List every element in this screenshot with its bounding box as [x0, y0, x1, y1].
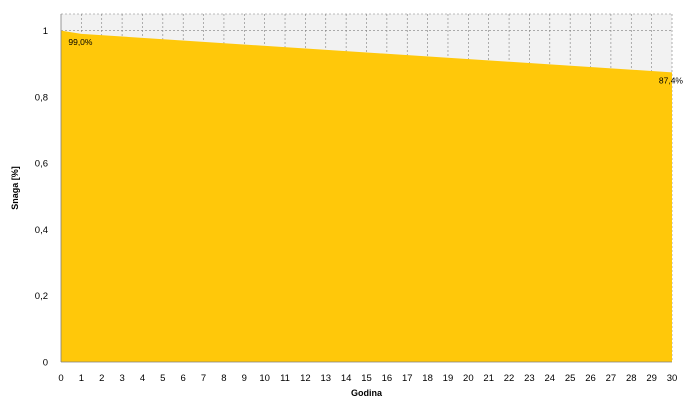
y-axis-ticks: 0 0,2 0,4 0,6 0,8 1	[35, 26, 48, 368]
x-tick-label: 12	[300, 373, 311, 384]
x-tick-label: 30	[667, 373, 678, 384]
x-tick-label: 2	[99, 373, 104, 384]
data-label: 87,4%	[659, 75, 684, 85]
x-tick-label: 8	[221, 373, 226, 384]
y-axis-title: Snaga [%]	[10, 166, 20, 210]
data-label: 99,0%	[68, 37, 93, 47]
x-tick-label: 15	[361, 373, 372, 384]
area-fill	[61, 30, 672, 362]
x-tick-label: 16	[382, 373, 393, 384]
x-tick-label: 24	[545, 373, 556, 384]
x-tick-label: 28	[626, 373, 637, 384]
x-tick-label: 11	[280, 373, 290, 384]
area-series	[60, 14, 672, 363]
y-tick-label: 1	[43, 26, 48, 37]
y-tick-label: 0,4	[35, 225, 48, 236]
x-tick-label: 6	[181, 373, 186, 384]
x-tick-label: 18	[422, 373, 433, 384]
x-tick-label: 17	[402, 373, 413, 384]
x-tick-label: 3	[119, 373, 124, 384]
x-tick-label: 4	[140, 373, 145, 384]
y-tick-label: 0,6	[35, 159, 48, 170]
x-tick-label: 9	[242, 373, 247, 384]
x-tick-label: 0	[58, 373, 63, 384]
y-tick-label: 0,2	[35, 291, 48, 302]
x-tick-label: 1	[79, 373, 84, 384]
x-tick-label: 5	[160, 373, 165, 384]
x-tick-label: 23	[524, 373, 535, 384]
x-tick-label: 26	[585, 373, 596, 384]
x-tick-label: 19	[443, 373, 454, 384]
x-tick-label: 13	[320, 373, 331, 384]
x-axis-title: Godina	[351, 388, 383, 398]
x-tick-label: 10	[259, 373, 270, 384]
x-tick-label: 7	[201, 373, 206, 384]
y-tick-label: 0	[43, 358, 48, 369]
x-tick-label: 20	[463, 373, 474, 384]
x-tick-label: 25	[565, 373, 576, 384]
x-tick-label: 21	[483, 373, 494, 384]
x-tick-label: 14	[341, 373, 352, 384]
x-tick-label: 22	[504, 373, 515, 384]
x-tick-label: 27	[606, 373, 617, 384]
data-labels: 99,0% 87,4%	[68, 37, 683, 85]
x-tick-label: 29	[646, 373, 657, 384]
x-axis-ticks: 0 1 2 3 4 5 6 7 8 9 10 11 12 13 14 15 16 17 18 19 20 21 22 23 24…	[58, 373, 677, 384]
y-tick-label: 0,8	[35, 92, 48, 103]
